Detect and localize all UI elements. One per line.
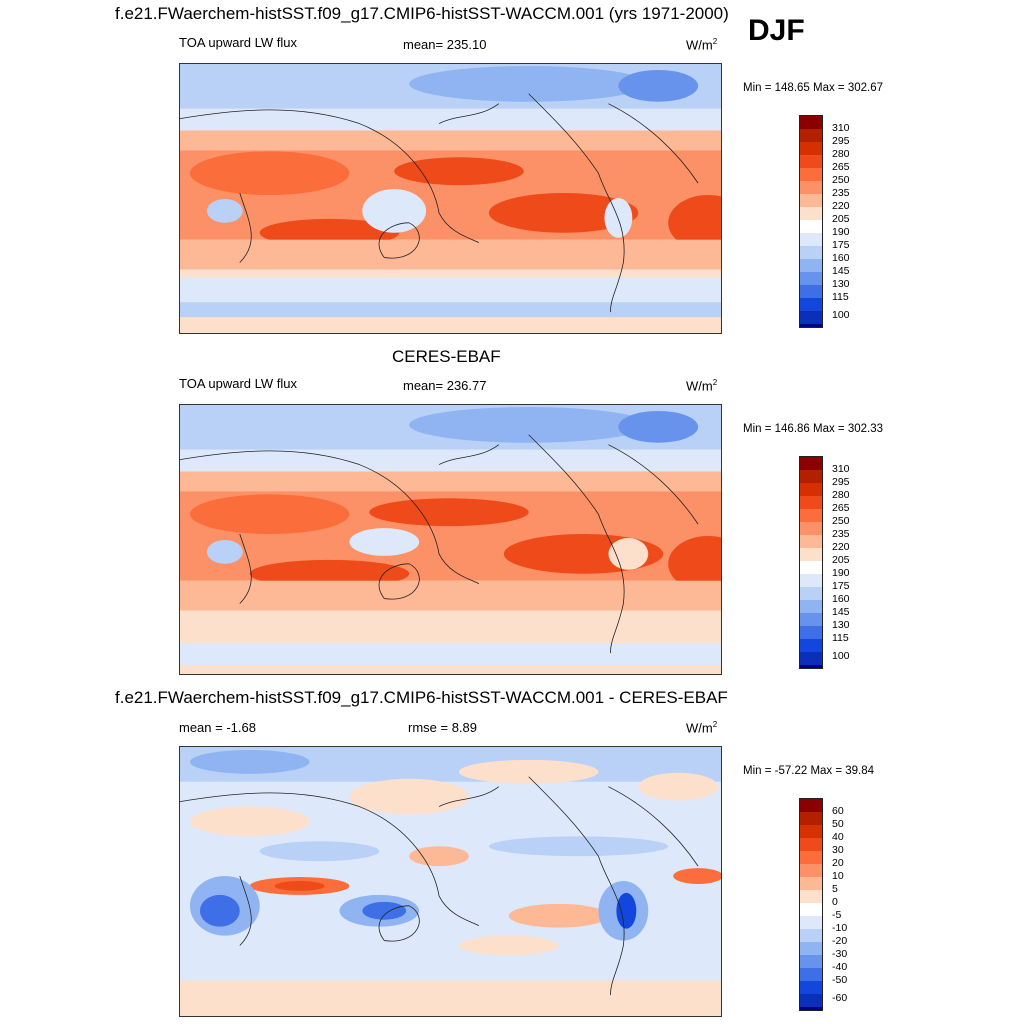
panel2-variable-label: TOA upward LW flux bbox=[179, 376, 298, 391]
panel3-coastlines bbox=[180, 776, 699, 996]
panel3-colorbar bbox=[799, 798, 823, 1011]
panel3-minmax: Min = -57.22 Max = 39.84 bbox=[743, 765, 875, 777]
colorbar-tick: 30 bbox=[832, 844, 844, 856]
colorbar-tick: 310 bbox=[832, 463, 850, 475]
colorbar-tick: -60 bbox=[832, 992, 848, 1004]
colorbar-tick: -5 bbox=[832, 909, 842, 921]
colorbar-tick: 190 bbox=[832, 226, 850, 238]
panel1-coastlines bbox=[180, 93, 699, 313]
colorbar-tick: -50 bbox=[832, 974, 848, 986]
colorbar-tick: 280 bbox=[832, 489, 850, 501]
panel3-map bbox=[179, 746, 722, 1017]
panel2-colorbar bbox=[799, 456, 823, 669]
colorbar-tick: 20 bbox=[832, 857, 844, 869]
colorbar-tick: 265 bbox=[832, 161, 850, 173]
panel2-title: CERES-EBAF bbox=[392, 347, 501, 366]
colorbar-tick: 205 bbox=[832, 213, 850, 225]
colorbar-tick: 295 bbox=[832, 476, 850, 488]
colorbar-tick: 10 bbox=[832, 870, 844, 882]
panel1-map bbox=[179, 63, 722, 334]
colorbar-tick: 100 bbox=[832, 650, 850, 662]
colorbar-tick: 130 bbox=[832, 278, 850, 290]
colorbar-tick: 115 bbox=[832, 291, 849, 303]
colorbar-tick: 145 bbox=[832, 265, 850, 277]
colorbar-tick: -10 bbox=[832, 922, 848, 934]
colorbar-tick: 100 bbox=[832, 309, 850, 321]
panel3-mean-label: mean = -1.68 bbox=[179, 720, 256, 735]
colorbar-tick: 160 bbox=[832, 593, 850, 605]
panel3-map-svg bbox=[180, 747, 721, 1016]
season-label: DJF bbox=[748, 14, 805, 47]
colorbar-tick: 145 bbox=[832, 606, 850, 618]
colorbar-tick: 310 bbox=[832, 122, 850, 134]
colorbar-tick: -40 bbox=[832, 961, 848, 973]
colorbar-tick: 265 bbox=[832, 502, 850, 514]
colorbar-tick: 220 bbox=[832, 200, 850, 212]
panel1-mean-label: mean= 235.10 bbox=[403, 37, 487, 52]
panel1-variable-label: TOA upward LW flux bbox=[179, 35, 298, 50]
panel3-rmse-label: rmse = 8.89 bbox=[408, 720, 478, 735]
panel2-coastlines bbox=[180, 434, 699, 654]
colorbar-tick: 250 bbox=[832, 515, 850, 527]
colorbar-tick: 190 bbox=[832, 567, 850, 579]
colorbar-tick: 160 bbox=[832, 252, 850, 264]
colorbar-tick: 175 bbox=[832, 239, 850, 251]
colorbar-tick: 175 bbox=[832, 580, 850, 592]
colorbar-tick: 50 bbox=[832, 818, 844, 830]
colorbar-tick: -30 bbox=[832, 948, 848, 960]
colorbar-tick: 235 bbox=[832, 528, 850, 540]
colorbar-tick: 115 bbox=[832, 632, 849, 644]
colorbar-tick: 235 bbox=[832, 187, 850, 199]
colorbar-tick: 220 bbox=[832, 541, 850, 553]
panel1-colorbar bbox=[799, 115, 823, 328]
panel3-units: W/m2 bbox=[686, 720, 718, 736]
panel1-map-svg bbox=[180, 64, 721, 333]
panel1-units: W/m2 bbox=[686, 37, 718, 53]
panel2-map bbox=[179, 404, 722, 675]
colorbar-tick: 0 bbox=[832, 896, 838, 908]
colorbar-tick: 250 bbox=[832, 174, 850, 186]
main-title: f.e21.FWaerchem-histSST.f09_g17.CMIP6-hi… bbox=[115, 4, 729, 23]
panel2-map-svg bbox=[180, 405, 721, 674]
panel2-units: W/m2 bbox=[686, 378, 718, 394]
colorbar-tick: 295 bbox=[832, 135, 850, 147]
panel2-minmax: Min = 146.86 Max = 302.33 bbox=[743, 423, 884, 435]
colorbar-tick: 60 bbox=[832, 805, 844, 817]
colorbar-tick: 205 bbox=[832, 554, 850, 566]
colorbar-tick: -20 bbox=[832, 935, 848, 947]
colorbar-tick: 280 bbox=[832, 148, 850, 160]
colorbar-tick: 40 bbox=[832, 831, 844, 843]
panel3-title: f.e21.FWaerchem-histSST.f09_g17.CMIP6-hi… bbox=[115, 688, 728, 707]
panel1-minmax: Min = 148.65 Max = 302.67 bbox=[743, 82, 884, 94]
colorbar-tick: 5 bbox=[832, 883, 838, 895]
panel2-mean-label: mean= 236.77 bbox=[403, 378, 487, 393]
colorbar-tick: 130 bbox=[832, 619, 850, 631]
